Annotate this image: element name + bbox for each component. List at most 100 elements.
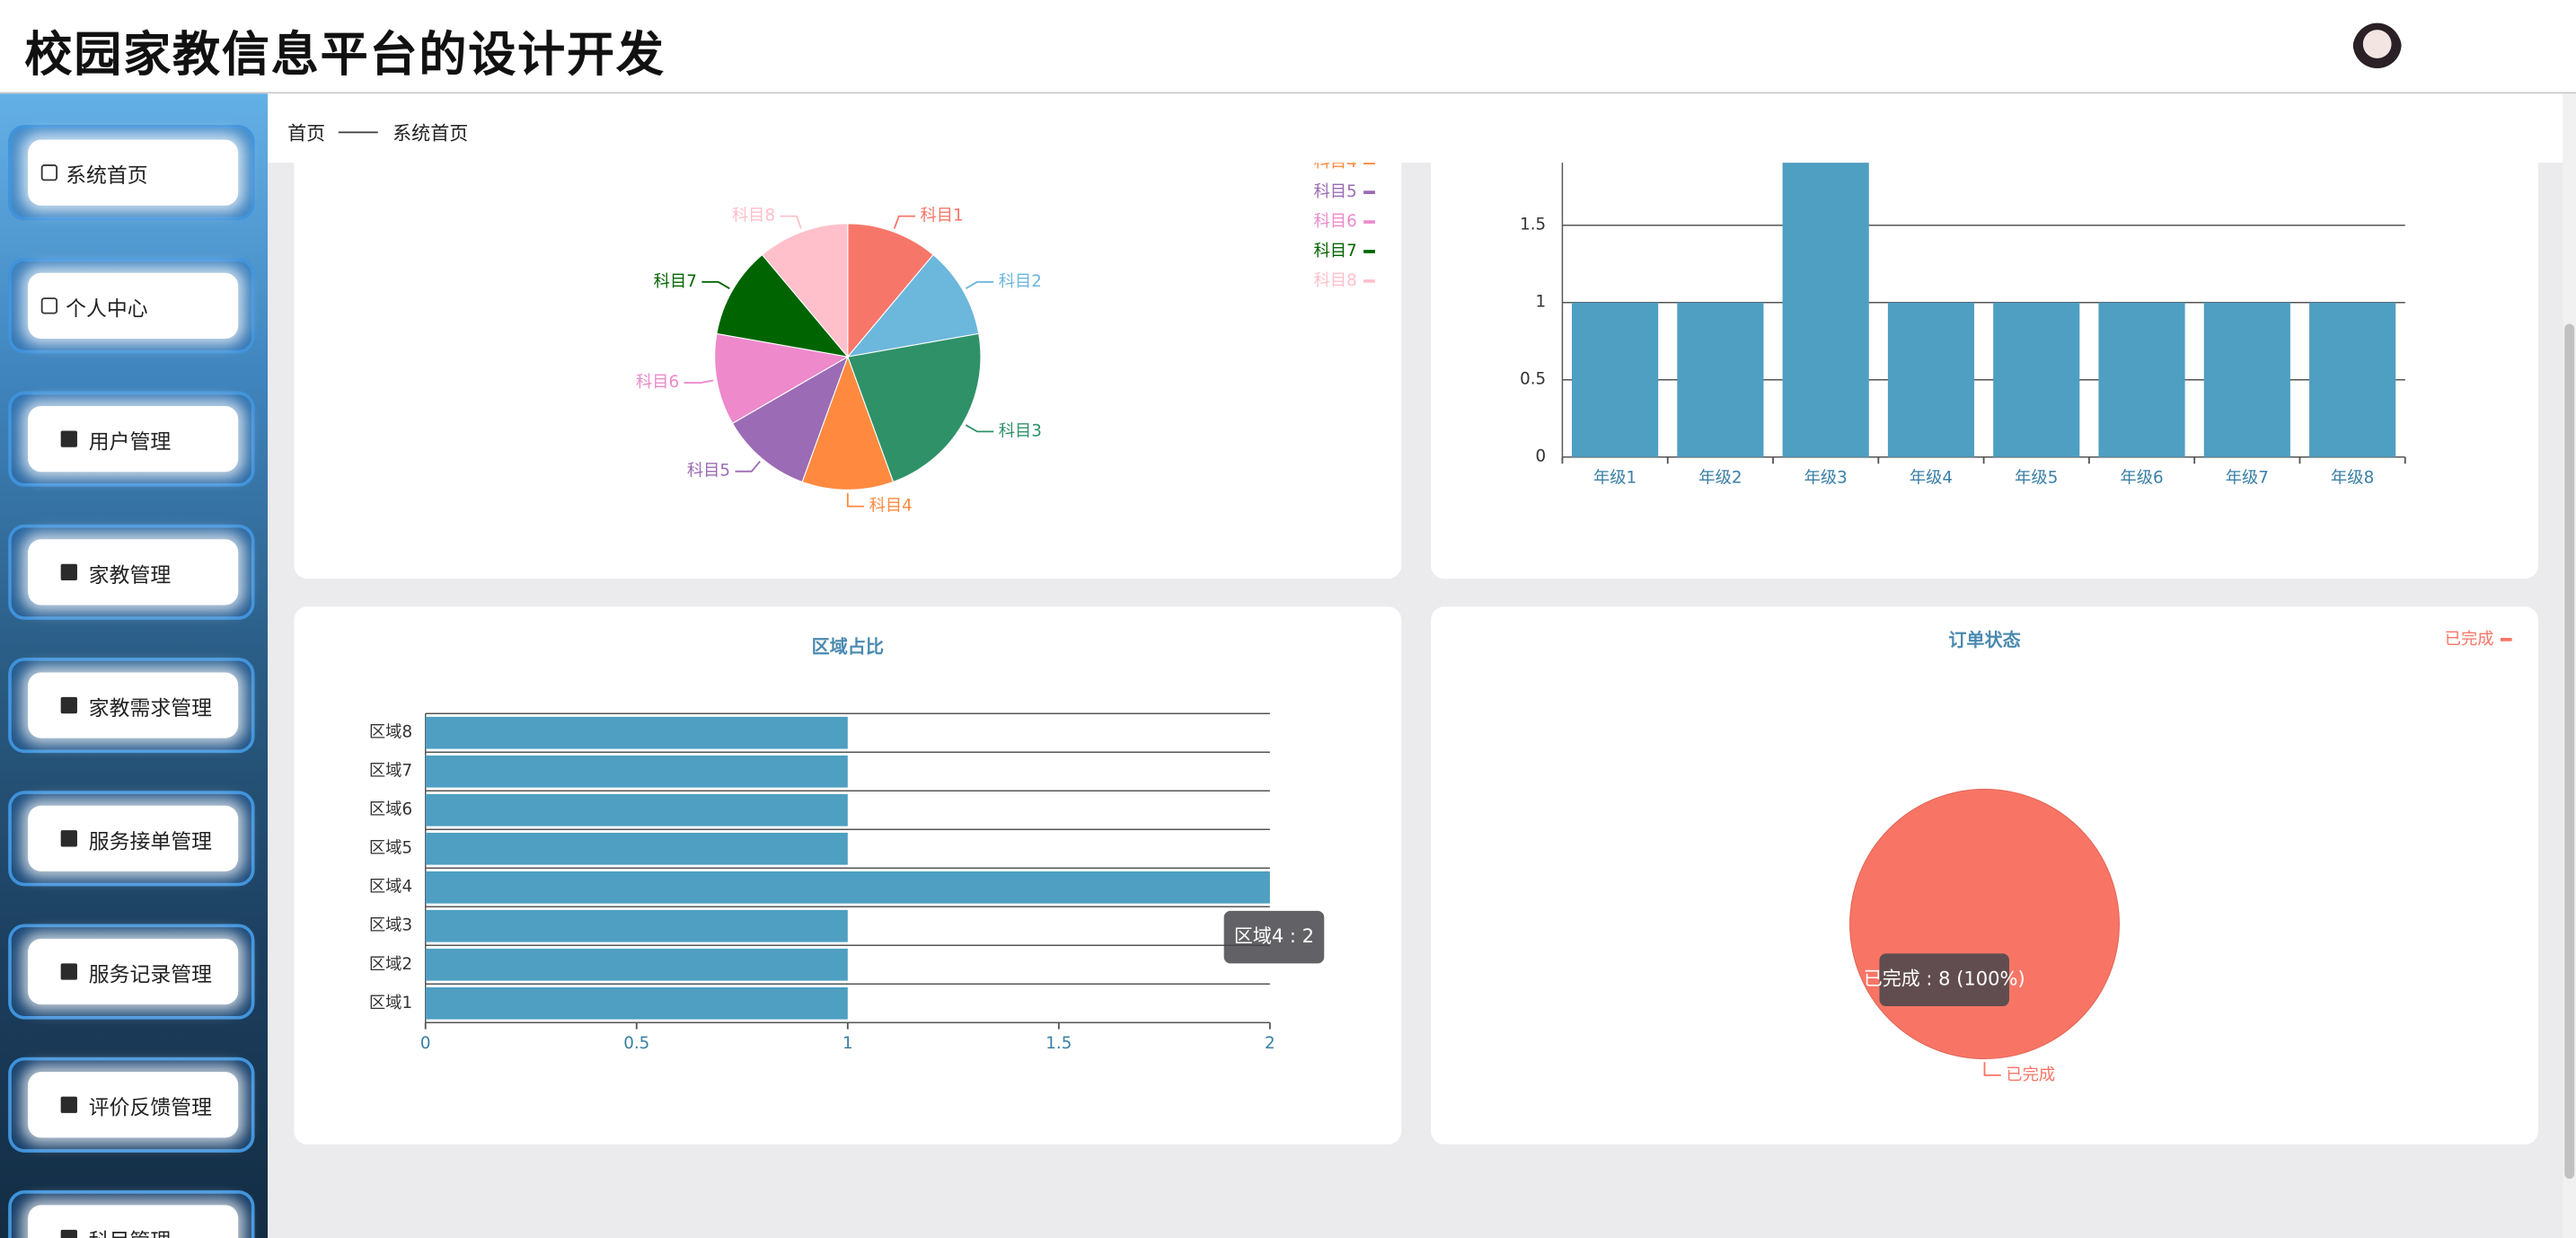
x-tick-label: 年级1 <box>1593 469 1636 488</box>
menu-item[interactable]: 评价反馈管理 <box>8 1057 255 1153</box>
slice-label: 科目2 <box>999 272 1042 291</box>
menu-button: 科目管理 <box>28 1205 239 1238</box>
y-tick-label: 0 <box>1536 447 1547 466</box>
bar <box>425 948 848 981</box>
menu-icon <box>60 430 77 447</box>
slice-label: 科目4 <box>869 497 913 516</box>
x-tick-label: 1.5 <box>1045 1034 1072 1053</box>
breadcrumb-item: 系统首页 <box>393 121 469 146</box>
x-tick-label: 年级7 <box>2226 469 2269 488</box>
bar <box>425 793 848 827</box>
bar <box>425 832 848 865</box>
pie-slice <box>1849 788 2120 1059</box>
menu-item[interactable]: 服务接单管理 <box>8 791 255 887</box>
bar <box>425 909 848 942</box>
scrollbar[interactable] <box>2563 93 2576 1238</box>
slice-label: 科目7 <box>654 272 697 291</box>
label-line <box>780 215 802 229</box>
x-tick-label: 年级4 <box>1910 469 1953 488</box>
slice-label: 科目1 <box>921 207 964 225</box>
avatar[interactable] <box>2352 22 2403 76</box>
bar <box>425 986 848 1020</box>
legend-label: 科目7 <box>1314 242 1357 261</box>
tooltip-text: 已完成 : 8 (100%) <box>1864 968 2025 990</box>
x-tick-label: 年级8 <box>2331 469 2374 488</box>
pie-slice <box>846 253 980 358</box>
bar <box>1677 302 1764 457</box>
label-line <box>684 379 714 384</box>
menu-item[interactable]: 用户管理 <box>8 391 255 487</box>
bar <box>2309 302 2396 457</box>
menu-button: 用户管理 <box>28 406 239 473</box>
site-title: 校园家教信息平台的设计开发 <box>24 26 666 83</box>
y-tick-label: 1.5 <box>1520 216 1546 234</box>
menu-label: 家教管理 <box>88 562 172 588</box>
bar <box>1993 302 2080 457</box>
menu-icon <box>60 963 77 980</box>
label-line <box>735 460 761 473</box>
y-tick-label: 区域4 <box>369 878 412 897</box>
x-tick-label: 2 <box>1265 1034 1275 1053</box>
pie-slice <box>714 332 850 424</box>
menu-label: 评价反馈管理 <box>88 1094 212 1120</box>
menu-item[interactable]: 服务记录管理 <box>8 924 255 1020</box>
chart-title: 区域占比 <box>812 636 884 658</box>
menu-button: 家教需求管理 <box>28 672 239 738</box>
menu-label: 服务接单管理 <box>88 828 212 853</box>
bar <box>2203 302 2290 457</box>
menu-item[interactable]: 科目管理 <box>8 1189 255 1238</box>
slice-label: 科目6 <box>636 373 679 392</box>
menu-item[interactable]: 家教管理 <box>8 524 255 620</box>
tooltip-box <box>1223 910 1325 964</box>
menu-item[interactable]: 系统首页 <box>8 125 255 221</box>
tooltip-text: 区域4 : 2 <box>1234 924 1314 947</box>
legend-label: 科目5 <box>1314 182 1357 201</box>
menu-label: 科目管理 <box>89 1224 171 1238</box>
content: 科目1科目2科目3科目4科目5科目6科目7科目8科目1科目2科目3科目4科目5科… <box>268 163 2563 1238</box>
menu-label: 家教需求管理 <box>88 695 212 721</box>
label-line <box>965 424 994 433</box>
legend-label: 科目4 <box>1314 163 1357 172</box>
y-tick-label: 区域6 <box>369 800 412 819</box>
y-tick-label: 区域1 <box>369 994 412 1013</box>
menu-button: 评价反馈管理 <box>28 1072 239 1138</box>
y-tick-label: 区域8 <box>369 723 412 742</box>
legend-label: 已完成 <box>2445 630 2494 649</box>
x-tick-label: 0.5 <box>623 1034 649 1053</box>
sidebar: 系统首页个人中心用户管理家教管理家教需求管理 服务接单管理 服务记录管理 评价反馈管理… <box>0 93 269 1238</box>
menu-icon <box>60 696 77 714</box>
label-line <box>846 493 865 508</box>
menu-button: 服务记录管理 <box>28 938 239 1005</box>
label-line <box>893 215 916 229</box>
x-tick-label: 年级6 <box>2120 469 2163 488</box>
menu-button: 系统首页 <box>28 139 239 206</box>
x-tick-label: 1 <box>842 1034 853 1053</box>
menu-label: 个人中心 <box>66 296 148 321</box>
label-line <box>701 280 730 289</box>
chart-panel: 订单状态 已完成 已完成 已完成 : 8 (100%) <box>1431 606 2538 1145</box>
x-tick-label: 年级3 <box>1804 469 1848 488</box>
header: 校园家教信息平台的设计开发 <box>0 0 2576 94</box>
menu-button: 家教管理 <box>28 539 239 606</box>
y-tick-label: 区域2 <box>369 955 412 974</box>
x-tick-label: 年级5 <box>2015 469 2058 488</box>
chart-panel: 区域占比 0 0.5 1 1.5 2 区域1 区域2 区域3 区域4 区域5 区域6 区域7 区域8 区域4… <box>294 606 1402 1145</box>
pie-slice <box>847 223 934 358</box>
bar <box>2098 302 2185 457</box>
breadcrumb-item[interactable]: 首页 <box>287 121 326 146</box>
chart: 00.511.52年级1年级2年级3年级4年级5年级6年级7年级8 <box>1520 163 2406 488</box>
breadcrumb: 首页 系统首页 <box>268 93 2563 164</box>
menu-item[interactable]: 家教需求管理 <box>8 658 255 754</box>
menu-item[interactable]: 个人中心 <box>8 258 255 354</box>
scrollbar-thumb[interactable] <box>2564 323 2575 1180</box>
bar <box>1887 302 1975 457</box>
menu-icon <box>60 830 77 847</box>
x-tick-label: 0 <box>420 1034 431 1053</box>
legend-label: 科目6 <box>1314 212 1357 231</box>
menu-label: 服务记录管理 <box>88 961 212 987</box>
menu-icon <box>40 164 58 181</box>
bar <box>425 871 1270 904</box>
y-tick-label: 0.5 <box>1520 370 1546 389</box>
y-tick-label: 区域3 <box>369 916 412 935</box>
pie-slice <box>716 253 850 358</box>
